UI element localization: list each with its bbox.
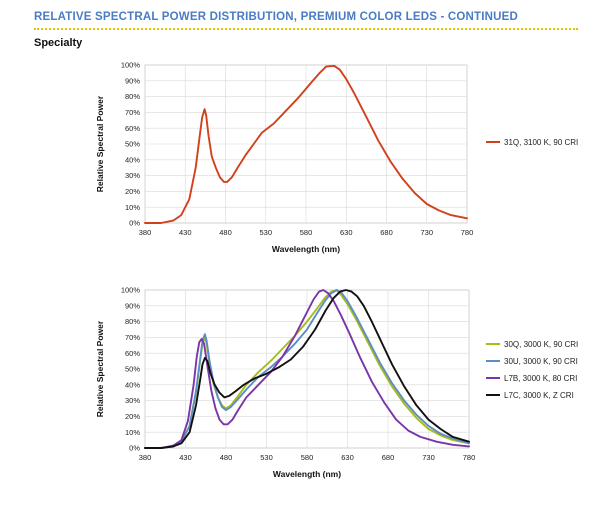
page-title: RELATIVE SPECTRAL POWER DISTRIBUTION, PR…	[34, 11, 519, 23]
x-tick-label: 430	[179, 453, 192, 462]
y-tick-label: 60%	[125, 349, 140, 358]
x-tick-label: 380	[139, 453, 152, 462]
x-tick-label: 580	[301, 453, 314, 462]
spectral-chart-2: 0% 10% 20% 30% 40% 50% 60% 70% 80% 90% 100% 380 430 4…	[95, 286, 578, 479]
legend-item: 30Q, 3000 K, 90 CRI	[486, 340, 578, 349]
legend-item: 30U, 3000 K, 90 CRI	[486, 357, 578, 366]
y-axis-label: Relative Spectral Power	[95, 320, 105, 417]
y-tick-label: 50%	[125, 365, 140, 374]
series-line-1	[144, 64, 468, 224]
y-tick-label: 0%	[129, 219, 140, 228]
y-tick-label: 0%	[129, 444, 140, 453]
x-tick-label: 630	[341, 453, 354, 462]
y-tick-label: 50%	[125, 140, 140, 149]
y-tick-label: 20%	[125, 412, 140, 421]
legend-item: 31Q, 3100 K, 90 CRI	[486, 138, 578, 147]
y-axis-label: Relative Spectral Power	[95, 95, 105, 192]
spectral-chart-1: 0% 10% 20% 30% 40% 50% 60% 70% 80% 90% 100% 380 430 4…	[95, 61, 578, 254]
x-axis-label: Wavelength (nm)	[273, 469, 341, 479]
y-tick-label: 90%	[125, 301, 140, 310]
x-tick-label: 780	[463, 453, 476, 462]
x-tick-label: 780	[461, 228, 474, 237]
x-tick-label: 730	[422, 453, 435, 462]
legend-label: 30U, 3000 K, 90 CRI	[504, 357, 578, 366]
legend-item: L7B, 3000 K, 80 CRI	[486, 374, 577, 383]
y-tick-label: 70%	[125, 108, 140, 117]
x-tick-label: 480	[220, 453, 233, 462]
x-tick-label: 380	[139, 228, 152, 237]
x-tick-label: 680	[380, 228, 393, 237]
x-axis-label: Wavelength (nm)	[272, 244, 340, 254]
y-tick-label: 100%	[121, 286, 141, 295]
section-title: Specialty	[34, 37, 83, 49]
x-tick-label: 530	[260, 453, 273, 462]
series-line-4	[144, 289, 470, 449]
y-tick-label: 100%	[121, 61, 141, 70]
y-tick-label: 30%	[125, 396, 140, 405]
x-tick-label: 430	[179, 228, 192, 237]
y-tick-label: 70%	[125, 333, 140, 342]
series-line-3	[144, 289, 470, 449]
title-divider	[34, 28, 578, 30]
y-tick-label: 10%	[125, 203, 140, 212]
y-tick-label: 60%	[125, 124, 140, 133]
legend-label: L7B, 3000 K, 80 CRI	[504, 374, 577, 383]
y-tick-label: 40%	[125, 380, 140, 389]
x-tick-label: 580	[300, 228, 313, 237]
y-tick-label: 30%	[125, 171, 140, 180]
x-tick-label: 530	[259, 228, 272, 237]
y-tick-label: 20%	[125, 187, 140, 196]
x-tick-label: 480	[219, 228, 232, 237]
legend-label: 30Q, 3000 K, 90 CRI	[504, 340, 578, 349]
gridlines	[144, 64, 468, 224]
y-tick-label: 10%	[125, 428, 140, 437]
x-tick-label: 730	[420, 228, 433, 237]
y-tick-label: 90%	[125, 76, 140, 85]
x-tick-label: 680	[382, 453, 395, 462]
legend-item: L7C, 3000 K, Z CRI	[486, 391, 574, 400]
x-tick-label: 630	[340, 228, 353, 237]
y-tick-label: 80%	[125, 92, 140, 101]
y-tick-label: 80%	[125, 317, 140, 326]
y-tick-label: 40%	[125, 155, 140, 164]
legend-label: L7C, 3000 K, Z CRI	[504, 391, 574, 400]
legend-label: 31Q, 3100 K, 90 CRI	[504, 138, 578, 147]
series-line-2	[144, 289, 470, 449]
